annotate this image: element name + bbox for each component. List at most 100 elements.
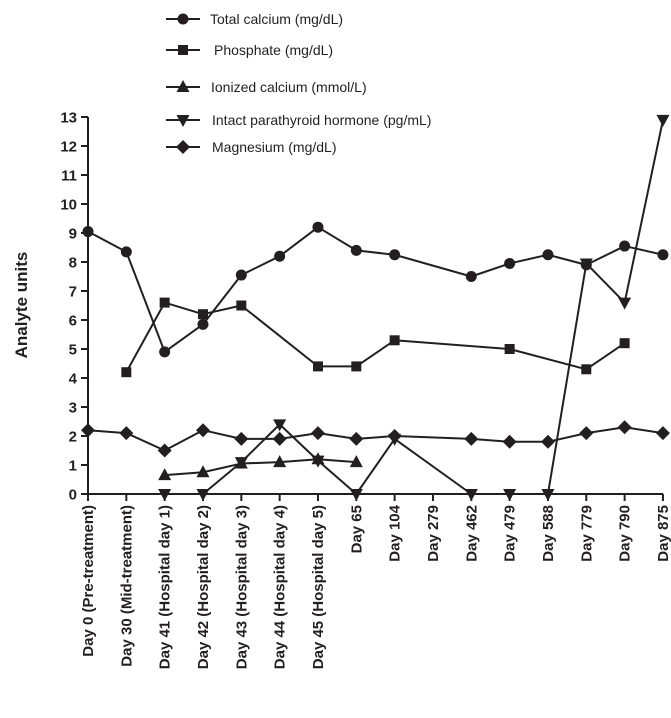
series-2 bbox=[121, 297, 630, 378]
x-tick-label: Day 588 bbox=[540, 505, 557, 562]
legend-item: Ionized calcium (mmol/L) bbox=[166, 79, 367, 95]
x-tick-label: Day 45 (Hospital day 5) bbox=[310, 505, 327, 669]
x-tick-label: Day 462 bbox=[463, 505, 480, 562]
y-tick-label: 10 bbox=[60, 197, 77, 214]
legend-marker bbox=[178, 45, 188, 55]
data-point bbox=[619, 338, 630, 349]
data-point bbox=[157, 443, 172, 458]
data-point bbox=[159, 297, 170, 308]
data-point bbox=[387, 429, 402, 443]
legend: Total calcium (mg/dL) Phosphate (mg/dL) Io… bbox=[166, 11, 431, 155]
data-point bbox=[158, 468, 172, 481]
legend-marker bbox=[177, 13, 189, 25]
data-point bbox=[503, 489, 517, 501]
data-point bbox=[579, 426, 594, 441]
data-point bbox=[312, 221, 324, 233]
y-tick-label: 1 bbox=[69, 458, 77, 475]
data-point bbox=[619, 240, 631, 252]
legend-item: Phosphate (mg/dL) bbox=[166, 42, 333, 58]
data-point bbox=[350, 244, 362, 256]
data-point bbox=[579, 258, 593, 271]
data-point bbox=[312, 361, 323, 372]
x-tick-label: Day 790 bbox=[617, 505, 634, 562]
data-point bbox=[504, 344, 515, 354]
data-point bbox=[349, 455, 363, 468]
legend-label: Phosphate (mg/dL) bbox=[214, 42, 333, 58]
data-point bbox=[464, 489, 478, 501]
legend-label: Intact parathyroid hormone (pg/mL) bbox=[212, 112, 431, 128]
legend-item: Magnesium (mg/dL) bbox=[166, 139, 337, 155]
data-point bbox=[158, 489, 172, 501]
y-tick-label: 2 bbox=[69, 429, 77, 446]
series-3 bbox=[158, 452, 363, 481]
data-point bbox=[197, 318, 209, 330]
x-tick-label: Day 41 (Hospital day 1) bbox=[157, 505, 174, 669]
x-tick-label: Day 875 bbox=[655, 505, 671, 562]
data-point bbox=[196, 465, 210, 478]
y-axis-title: Analyte units bbox=[12, 252, 31, 359]
y-tick-label: 4 bbox=[69, 371, 78, 388]
x-tick-label: Day 104 bbox=[387, 504, 404, 561]
data-point bbox=[349, 489, 363, 501]
data-point bbox=[274, 250, 286, 262]
data-point bbox=[657, 249, 669, 261]
data-point bbox=[311, 455, 325, 468]
data-point bbox=[81, 423, 95, 438]
x-tick-label: Day 43 (Hospital day 3) bbox=[233, 505, 250, 669]
series-layer bbox=[81, 114, 670, 501]
y-tick-label: 11 bbox=[61, 168, 77, 185]
series-line bbox=[87, 426, 664, 452]
data-point bbox=[82, 226, 94, 238]
data-point bbox=[195, 423, 210, 438]
data-point bbox=[234, 457, 248, 470]
x-tick-label: Day 44 (Hospital day 4) bbox=[272, 505, 289, 669]
series-1 bbox=[82, 221, 669, 358]
x-tick-label: Day 42 (Hospital day 2) bbox=[195, 505, 212, 669]
series-5 bbox=[81, 420, 670, 458]
y-tick-label: 0 bbox=[69, 487, 77, 504]
y-tick-label: 13 bbox=[60, 110, 77, 127]
series-line bbox=[125, 301, 626, 373]
data-point bbox=[502, 434, 517, 449]
data-point bbox=[581, 364, 592, 375]
data-point bbox=[272, 431, 287, 446]
data-point bbox=[273, 455, 287, 468]
data-point bbox=[465, 271, 477, 282]
x-tick-label: Day 279 bbox=[425, 505, 442, 562]
legend-marker bbox=[176, 80, 190, 92]
legend-item: Total calcium (mg/dL) bbox=[166, 11, 343, 27]
data-point bbox=[234, 431, 249, 446]
y-tick-label: 7 bbox=[69, 284, 77, 301]
data-point bbox=[235, 269, 247, 281]
x-axis: Day 0 (Pre-treatment) Day 30 (Mid-treatme… bbox=[80, 493, 671, 669]
data-point bbox=[121, 367, 132, 378]
legend-label: Total calcium (mg/dL) bbox=[210, 11, 343, 27]
data-point bbox=[655, 426, 670, 441]
y-tick-label: 5 bbox=[69, 342, 77, 359]
x-tick-label: Day 0 (Pre-treatment) bbox=[80, 505, 97, 657]
legend-label: Magnesium (mg/dL) bbox=[212, 139, 337, 155]
data-point bbox=[464, 431, 479, 446]
data-point bbox=[656, 114, 670, 127]
legend-item: Intact parathyroid hormone (pg/mL) bbox=[166, 112, 431, 128]
y-tick-label: 6 bbox=[69, 313, 77, 330]
data-point bbox=[618, 297, 632, 310]
legend-label: Ionized calcium (mmol/L) bbox=[211, 79, 367, 95]
data-point bbox=[273, 419, 287, 432]
y-tick-label: 8 bbox=[69, 255, 77, 272]
data-point bbox=[236, 300, 247, 311]
x-tick-label: Day 779 bbox=[578, 505, 595, 562]
x-tick-label: Day 65 bbox=[348, 505, 365, 553]
y-tick-label: 9 bbox=[69, 226, 77, 243]
data-point bbox=[389, 249, 401, 261]
y-tick-label: 3 bbox=[69, 400, 77, 417]
series-line bbox=[87, 226, 664, 353]
x-tick-label: Day 30 (Mid-treatment) bbox=[118, 505, 135, 667]
data-point bbox=[504, 257, 516, 269]
data-point bbox=[120, 246, 132, 258]
data-point bbox=[159, 346, 171, 358]
legend-marker bbox=[176, 140, 190, 154]
data-point bbox=[351, 361, 362, 372]
data-point bbox=[310, 426, 325, 441]
